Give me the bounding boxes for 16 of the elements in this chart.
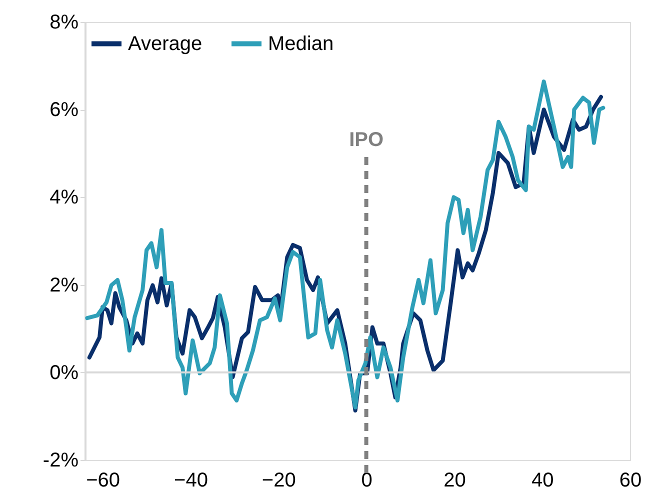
x-tick-label: 0 [361, 470, 372, 492]
x-tick-label: 60 [619, 470, 642, 492]
y-tick-label: 8% [50, 12, 79, 34]
y-tick-label: 0% [50, 362, 79, 384]
ref-line-label: IPO [349, 129, 384, 151]
x-tick-label: −60 [86, 470, 120, 492]
x-tick-label: 40 [531, 470, 554, 492]
y-tick-label: 2% [50, 274, 79, 296]
y-tick-label: -2% [42, 450, 79, 472]
legend-label: Average [128, 32, 202, 55]
legend-label: Median [268, 32, 334, 55]
x-tick-label: 20 [444, 470, 466, 492]
y-tick-label: 4% [50, 186, 79, 209]
x-tick-label: −20 [262, 470, 296, 492]
y-tick-label: 6% [50, 99, 79, 122]
x-tick-label: −40 [174, 470, 208, 492]
